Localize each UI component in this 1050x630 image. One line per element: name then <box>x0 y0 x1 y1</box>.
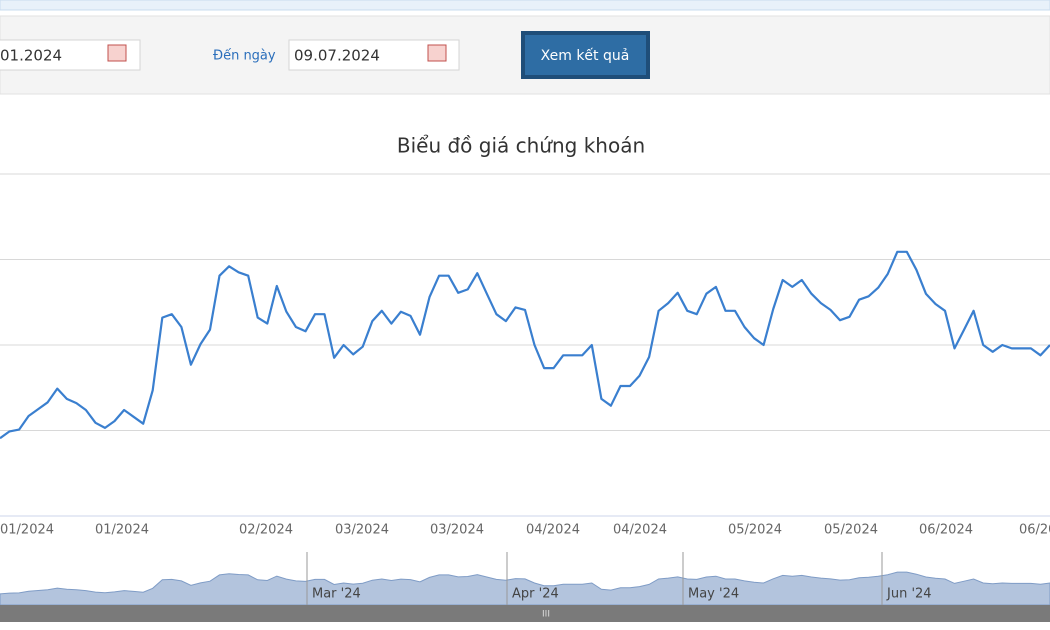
navigator-area <box>0 571 1050 606</box>
x-tick-label: 03/2024 <box>430 523 484 538</box>
submit-text: Xem kết quả <box>541 47 630 64</box>
to-date-label: Đến ngày <box>213 49 276 64</box>
navigator-label: Apr '24 <box>512 587 559 602</box>
scrollbar-grip: III <box>542 610 550 620</box>
x-tick-label: 02/2024 <box>239 523 293 538</box>
x-tick-label: 01/2024 <box>0 523 54 538</box>
x-tick-label: 06/2024 <box>919 523 973 538</box>
x-tick-label: 01/2024 <box>95 523 149 538</box>
from-date-text: 01.2024 <box>0 47 62 65</box>
x-tick-label: 04/2024 <box>613 523 667 538</box>
price-line <box>0 250 1050 440</box>
x-tick-label: 06/2024 <box>1019 523 1050 538</box>
chart-title: Biểu đồ giá chứng khoán <box>397 134 645 158</box>
x-tick-label: 03/2024 <box>335 523 389 538</box>
calendar-icon[interactable] <box>107 44 127 62</box>
navigator-label: May '24 <box>688 587 739 602</box>
grid <box>0 173 1050 431</box>
calendar-icon[interactable] <box>427 44 447 62</box>
x-tick-label: 05/2024 <box>824 523 878 538</box>
scrollbar[interactable] <box>0 605 1050 622</box>
top-strip <box>0 0 1050 11</box>
navigator-label: Mar '24 <box>312 587 361 602</box>
x-tick-label: 05/2024 <box>728 523 782 538</box>
submit-button-inner <box>525 35 646 75</box>
to-date-text: 09.07.2024 <box>294 47 380 65</box>
navigator-label: Jun '24 <box>886 587 932 602</box>
x-tick-label: 04/2024 <box>526 523 580 538</box>
